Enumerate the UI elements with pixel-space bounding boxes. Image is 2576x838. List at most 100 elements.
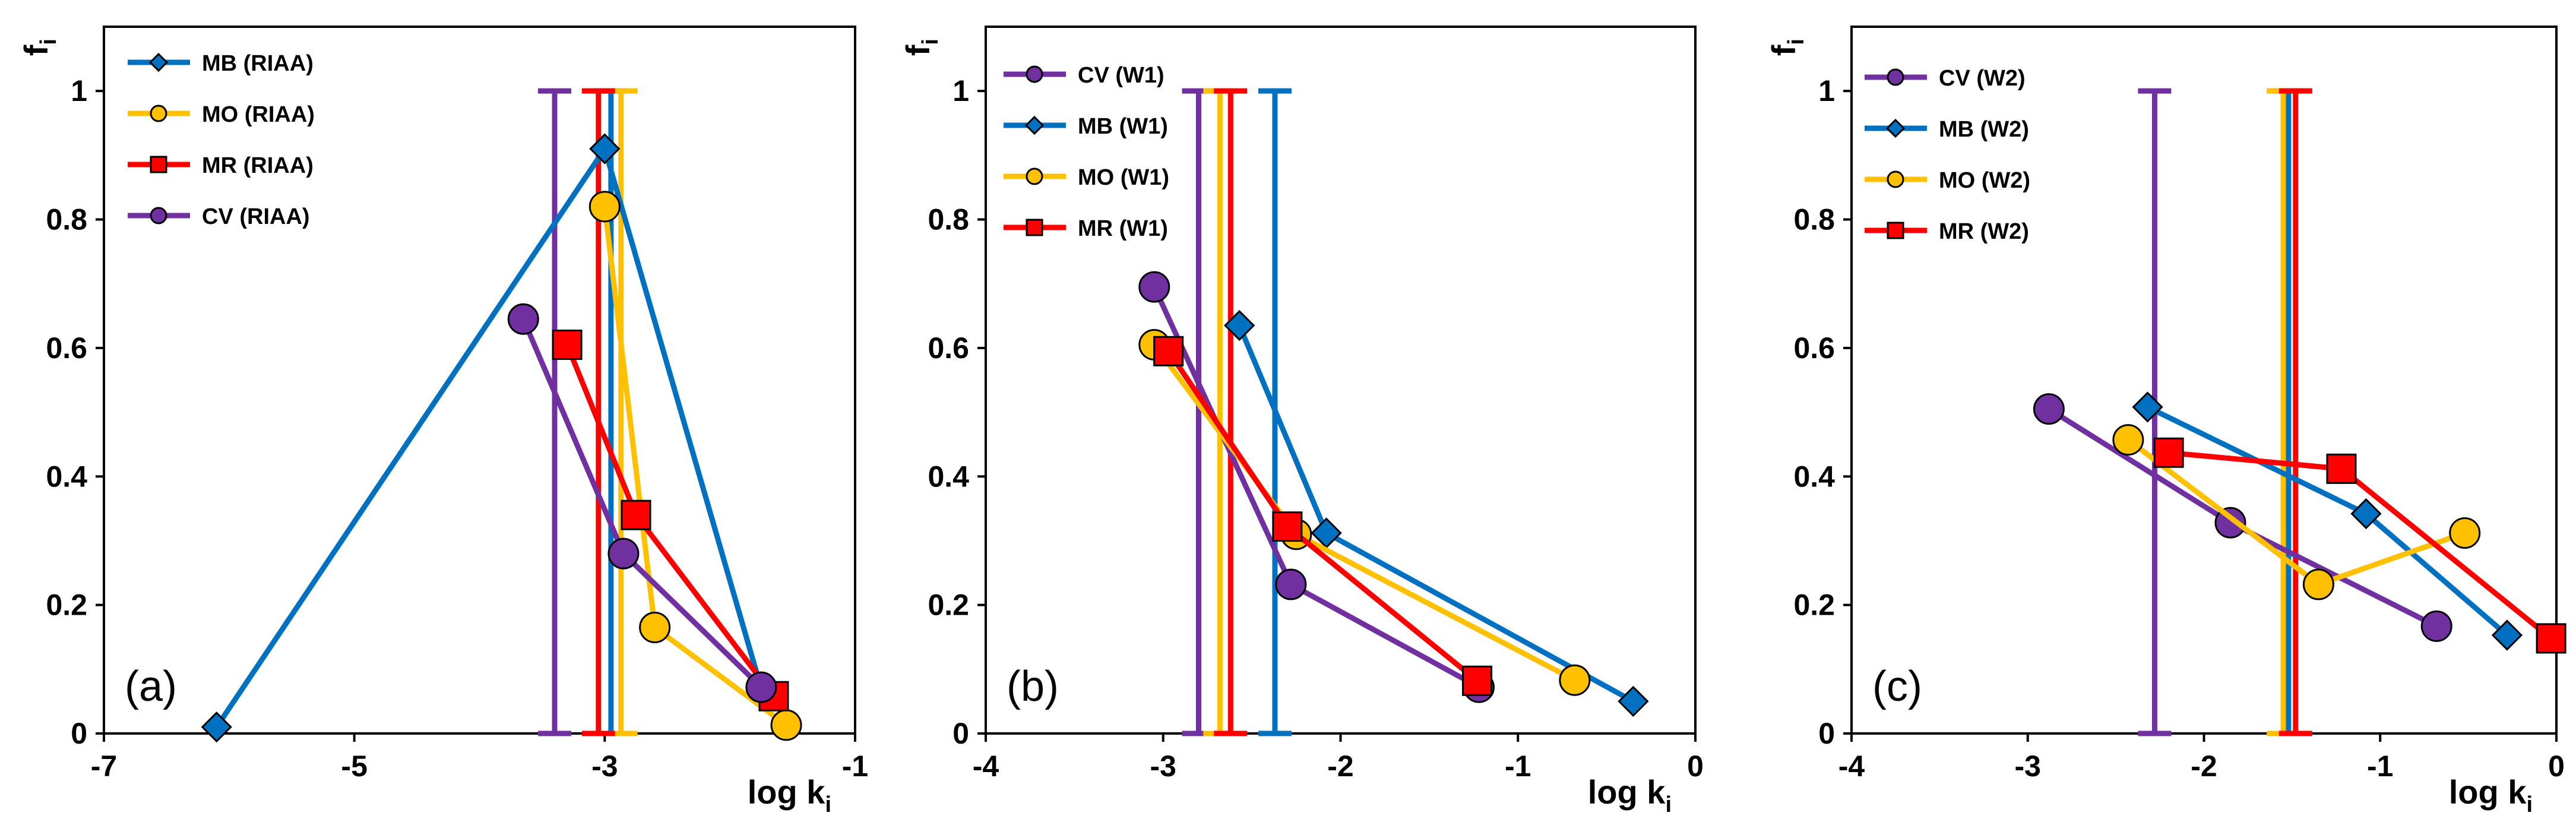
x-tick-label: -7 — [91, 750, 117, 783]
y-axis-label: fi — [17, 39, 61, 56]
y-tick-label: 1 — [1818, 74, 1835, 107]
y-tick-label: 0.8 — [46, 203, 87, 236]
y-tick-label: 0.6 — [46, 331, 87, 365]
x-tick-label: -3 — [1150, 750, 1176, 783]
y-axis-label: fi — [1765, 39, 1809, 56]
data-point — [588, 191, 621, 223]
y-tick-label: 0 — [1818, 717, 1835, 750]
legend-label: MB (RIAA) — [202, 51, 314, 76]
plot-frame — [103, 26, 856, 735]
x-tick-label: -2 — [2191, 750, 2217, 783]
x-axis-label: log ki — [1588, 773, 1672, 817]
legend: CV (W2) MB (W2) MO (W2) MR (W2) — [1865, 66, 2030, 244]
y-axis-label-sub: i — [1784, 39, 1809, 45]
y-axis-label-main: f — [17, 45, 55, 56]
x-axis-label-sub: i — [2526, 792, 2533, 817]
x-tick-label: -3 — [2015, 750, 2041, 783]
legend-label: MO (RIAA) — [202, 102, 315, 127]
series-line — [2146, 404, 2509, 637]
y-axis-label-sub: i — [918, 39, 943, 45]
data-point — [2302, 568, 2334, 600]
data-point — [2350, 498, 2382, 530]
y-tick-label: 0.6 — [928, 331, 969, 365]
data-point — [507, 303, 539, 335]
legend-marker — [1024, 115, 1045, 135]
legend-item-mo-riaa: MO (RIAA) — [128, 102, 315, 127]
data-point — [1224, 309, 1255, 341]
data-point — [552, 330, 583, 360]
legend-item-mr-riaa: MR (RIAA) — [128, 153, 314, 178]
legend-item-mr-w2: MR (W2) — [1865, 219, 2029, 244]
legend: CV (W1) MB (W1) MO (W1) MR (W1) — [1004, 63, 1169, 241]
series-mr-w1 — [1153, 336, 1493, 696]
x-axis-label-main: log k — [748, 773, 826, 811]
legend-marker — [1026, 167, 1043, 185]
x-axis-label-main: log k — [1588, 773, 1666, 811]
legend-marker — [148, 52, 169, 72]
legend-label: MB (W1) — [1078, 114, 1168, 139]
data-point — [621, 499, 651, 530]
data-point — [2132, 391, 2163, 423]
legend-item-cv-w2: CV (W2) — [1865, 66, 2026, 91]
x-tick-label: -5 — [341, 750, 367, 783]
legend-item-mb-w1: MB (W1) — [1004, 114, 1168, 139]
legend-marker — [1887, 68, 1904, 86]
legend-label: MO (W1) — [1078, 165, 1169, 190]
legend-item-mr-w1: MR (W1) — [1004, 216, 1168, 241]
legend-marker — [1887, 170, 1904, 188]
legend-label: MB (W2) — [1939, 117, 2029, 142]
legend-item-cv-w1: CV (W1) — [1004, 63, 1164, 88]
data-point — [1462, 665, 1493, 696]
data-point — [745, 671, 777, 703]
data-point — [201, 711, 232, 743]
panel-label: (b) — [1007, 663, 1059, 710]
data-point — [1272, 511, 1303, 542]
y-tick-label: 1 — [71, 74, 87, 107]
y-axis-label-main: f — [1765, 45, 1802, 56]
legend-item-mb-w2: MB (W2) — [1865, 117, 2029, 142]
data-point — [1559, 664, 1591, 696]
y-tick-label: 0.2 — [46, 589, 87, 622]
legend-label: CV (RIAA) — [202, 204, 310, 229]
data-point — [2420, 610, 2452, 642]
y-tick-label: 0.6 — [1793, 331, 1835, 365]
series-mr-riaa — [552, 330, 789, 711]
series-cv-riaa — [507, 303, 777, 703]
series-mo-w2 — [2112, 424, 2481, 600]
legend-label: CV (W1) — [1078, 63, 1164, 88]
legend-marker — [150, 105, 167, 122]
y-tick-label: 0.4 — [46, 460, 87, 493]
series-line — [214, 146, 764, 729]
data-point — [2112, 424, 2144, 456]
vertical-line-mb-w2 — [2271, 88, 2305, 736]
vertical-line-mr-w1 — [1214, 88, 1248, 736]
legend-marker — [150, 156, 167, 173]
y-tick-label: 0 — [952, 717, 969, 750]
legend-label: CV (W2) — [1939, 66, 2026, 91]
data-point — [2326, 453, 2357, 484]
y-tick-label: 0.2 — [1793, 589, 1835, 622]
y-axis-label-sub: i — [36, 39, 61, 45]
legend-marker — [1026, 65, 1043, 83]
legend-item-cv-riaa: CV (RIAA) — [128, 204, 310, 229]
series-cv-w1 — [1138, 271, 1495, 703]
y-tick-label: 0.8 — [1793, 203, 1835, 236]
series-mb-w2 — [2132, 391, 2523, 651]
data-point — [2033, 393, 2065, 425]
panel-label: (c) — [1872, 663, 1922, 710]
legend-item-mo-w2: MO (W2) — [1865, 168, 2030, 193]
data-point — [770, 709, 802, 741]
x-tick-label: 0 — [2548, 750, 2565, 783]
x-tick-label: 0 — [1687, 750, 1704, 783]
y-tick-label: 0.2 — [928, 589, 969, 622]
legend-label: MR (RIAA) — [202, 153, 314, 178]
series-mb-w1 — [1224, 309, 1649, 717]
x-axis-label: log ki — [2449, 773, 2533, 817]
data-point — [1275, 568, 1307, 600]
x-tick-label: -1 — [1505, 750, 1531, 783]
x-tick-label: -4 — [1838, 750, 1865, 783]
